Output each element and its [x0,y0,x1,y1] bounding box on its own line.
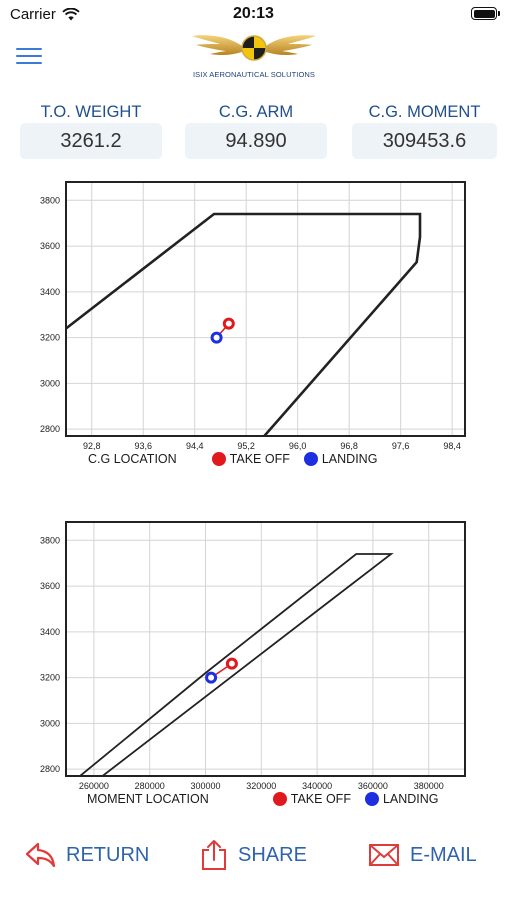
share-button[interactable]: SHARE [200,835,307,875]
x-tick-label: 340000 [302,781,332,791]
x-tick-label: 320000 [246,781,276,791]
landing-point [205,671,218,684]
x-tick-label: 94,4 [186,441,204,451]
cg-location-legend: C.G LOCATION TAKE OFF LANDING [88,452,377,466]
cg-envelope-line [66,212,422,436]
company-logo: ISIX AERONAUTICAL SOLUTIONS [190,30,318,82]
x-tick-label: 380000 [414,781,444,791]
moment-location-legend: MOMENT LOCATION TAKE OFF LANDING [87,792,439,806]
legend-landing: LANDING [364,792,439,806]
legend-take-off: TAKE OFF [272,792,351,806]
cg-location-chart: 92,8 93,6 94,4 95,2 96,0 96,8 97,6 98,4 2800 3000… [0,180,507,472]
y-tick-label: 3600 [40,581,60,591]
legend-landing-label: LANDING [321,452,378,466]
menu-line [16,48,42,50]
y-tick-label: 3600 [40,241,60,251]
y-tick-label: 3400 [40,287,60,297]
menu-line [16,55,42,57]
x-tick-label: 98,4 [443,441,461,451]
legend-take-off-label: TAKE OFF [229,452,290,466]
x-tick-label: 93,6 [134,441,152,451]
moment-location-axis-label: MOMENT LOCATION [87,792,209,806]
landing-dot-icon [303,452,318,466]
menu-button[interactable] [16,46,42,66]
share-label: SHARE [238,843,307,866]
take-off-dot-icon [272,792,287,806]
y-tick-label: 3200 [40,673,60,683]
x-tick-label: 97,6 [392,441,410,451]
x-tick-label: 92,8 [83,441,101,451]
action-bar: RETURN SHARE E-MAIL [0,835,507,875]
share-icon [202,840,226,870]
y-tick-label: 3800 [40,535,60,545]
legend-landing-label: LANDING [382,792,439,806]
battery-icon [471,7,500,20]
landing-dot-icon [364,792,379,806]
cg-envelope-line [78,553,394,776]
logo-text: ISIX AERONAUTICAL SOLUTIONS [192,70,316,79]
landing-point [210,331,223,344]
legend-take-off: TAKE OFF [211,452,290,466]
return-label: RETURN [66,843,150,866]
menu-line [16,62,42,64]
x-tick-label: 300000 [190,781,220,791]
y-tick-label: 3400 [40,627,60,637]
moment-location-chart: 260000 280000 300000 320000 340000 360000 3800… [0,520,507,812]
y-tick-label: 3200 [40,333,60,343]
cg-location-plot: 92,8 93,6 94,4 95,2 96,0 96,8 97,6 98,4 2800 3000… [40,181,466,451]
carrier: Carrier [10,6,80,23]
x-tick-label: 260000 [79,781,109,791]
y-tick-label: 2800 [40,764,60,774]
cg-arm-value: 94.890 [185,123,327,159]
x-tick-label: 280000 [135,781,165,791]
return-arrow-icon [25,842,56,868]
x-tick-label: 95,2 [237,441,255,451]
y-tick-label: 2800 [40,424,60,434]
take-off-point [225,657,238,670]
plot-frame [65,181,466,437]
cg-moment-value: 309453.6 [352,123,497,159]
cg-arm-label: C.G. ARM [218,103,294,121]
cg-location-axis-label: C.G LOCATION [88,452,177,466]
legend-take-off-label: TAKE OFF [290,792,351,806]
take-off-point [222,317,235,330]
y-tick-label: 3000 [40,378,60,388]
email-button[interactable]: E-MAIL [368,835,477,875]
clock: 20:13 [233,5,274,22]
wifi-icon [62,8,80,21]
legend-landing: LANDING [303,452,378,466]
status-bar: Carrier 20:13 [0,0,507,28]
carrier-label: Carrier [10,6,56,23]
moment-location-plot: 260000 280000 300000 320000 340000 360000 3800… [40,521,466,791]
to-weight-label: T.O. WEIGHT [40,103,142,121]
x-tick-label: 96,8 [340,441,358,451]
to-weight-value: 3261.2 [20,123,162,159]
cg-moment-label: C.G. MOMENT [368,103,481,121]
x-tick-label: 360000 [358,781,388,791]
y-tick-label: 3800 [40,195,60,205]
y-tick-label: 3000 [40,718,60,728]
envelope-icon [369,844,399,866]
take-off-dot-icon [211,452,226,466]
wings-logo-icon [192,35,316,61]
x-tick-label: 96,0 [289,441,307,451]
email-label: E-MAIL [410,843,477,866]
plot-frame [65,521,466,777]
return-button[interactable]: RETURN [24,835,149,875]
